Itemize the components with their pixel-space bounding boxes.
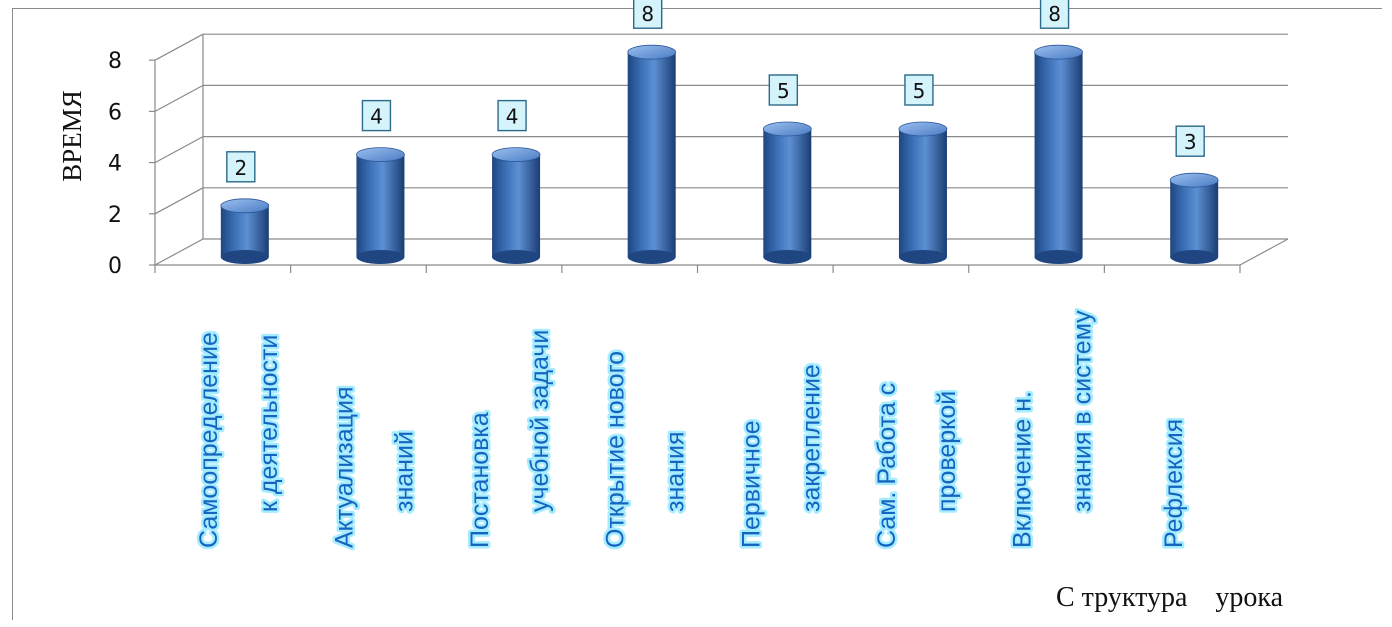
gridline-depth (154, 238, 204, 266)
bar-body (356, 154, 405, 257)
category-label: учебной задачи (526, 330, 554, 512)
category-label: Актуализация (330, 387, 358, 549)
category-label: знания в систему (1069, 310, 1097, 512)
categories-layer: Самоопределение к деятельности Актуализаци… (192, 307, 1190, 550)
bars-layer (220, 44, 1219, 264)
bar (356, 147, 405, 264)
bar-base (1034, 250, 1083, 264)
data-label: 8 (641, 2, 654, 26)
data-label: 5 (777, 79, 790, 103)
category-label: закрепление (797, 364, 825, 512)
axis-layer: 0 2 4 6 8 (108, 34, 1289, 279)
bar-top (1169, 172, 1219, 188)
category-label: знаний (390, 431, 418, 512)
bar-body (763, 129, 812, 257)
y-tick-label: 4 (108, 152, 122, 177)
x-axis-title: С труктура урока (1056, 582, 1284, 613)
bar-top (627, 44, 677, 60)
data-label-box (632, 0, 663, 29)
data-label: 4 (506, 105, 519, 129)
bar-body (492, 154, 541, 257)
labels-layer: 2 4 4 8 5 5 8 3 (226, 0, 1205, 183)
data-label-box (768, 74, 799, 106)
bar (762, 121, 812, 264)
bar-top (898, 121, 948, 137)
bar (491, 147, 541, 264)
data-label: 8 (1048, 2, 1061, 26)
category-label: Рефлексия (1160, 419, 1188, 548)
bar-body (1034, 52, 1083, 258)
data-label-box (361, 99, 392, 132)
bar-body (627, 52, 676, 258)
category-label: Сам. Работа с (873, 383, 901, 548)
category-label: Первичное (737, 420, 765, 548)
bar-base (898, 250, 947, 264)
bar-body (220, 205, 269, 257)
bar (627, 44, 677, 264)
data-label: 5 (913, 79, 926, 103)
bar-top (220, 198, 270, 214)
gridline-depth (154, 136, 204, 164)
y-tick-label: 8 (108, 49, 122, 74)
data-label-box (1039, 0, 1070, 29)
bar-top (1034, 44, 1083, 60)
category-label: Открытие нового (602, 351, 630, 548)
data-label: 4 (370, 105, 383, 129)
bar (220, 198, 270, 264)
category-label: к деятельности (255, 335, 283, 512)
category-label: проверкой (933, 391, 961, 512)
bar-base (356, 250, 405, 264)
bar-top (491, 147, 541, 163)
category-label: знания (662, 432, 690, 512)
y-tick-label: 2 (108, 203, 122, 228)
data-label-box (497, 99, 527, 132)
chart-frame (12, 8, 1382, 620)
category-label: Постановка (466, 412, 494, 548)
floor-edge (1239, 238, 1289, 266)
y-axis-title: ВРЕМЯ (57, 90, 87, 182)
bar (1034, 44, 1083, 264)
bar (898, 121, 948, 264)
y-tick-label: 6 (108, 100, 122, 125)
bar-base (492, 250, 541, 264)
data-label: 2 (234, 156, 247, 180)
bar-base (1170, 250, 1219, 264)
bar-base (220, 250, 269, 264)
data-label: 3 (1184, 130, 1197, 154)
data-label-box (1175, 125, 1205, 157)
data-label-box (904, 74, 934, 106)
gridline-depth (154, 84, 204, 112)
gridline-depth (154, 33, 204, 61)
grid-layer (154, 33, 1288, 266)
bar-body (1170, 180, 1219, 257)
bar-base (627, 250, 676, 264)
bar-body (898, 129, 947, 257)
bar-top (356, 147, 405, 163)
gridline-depth (154, 187, 204, 215)
y-tick-label: 0 (108, 254, 122, 279)
category-label: Самоопределение (195, 332, 223, 548)
bar-base (763, 250, 812, 264)
bar (1169, 172, 1219, 264)
data-label-box (226, 151, 256, 183)
category-label: Включение н. (1009, 391, 1037, 548)
bar-top (762, 121, 812, 137)
